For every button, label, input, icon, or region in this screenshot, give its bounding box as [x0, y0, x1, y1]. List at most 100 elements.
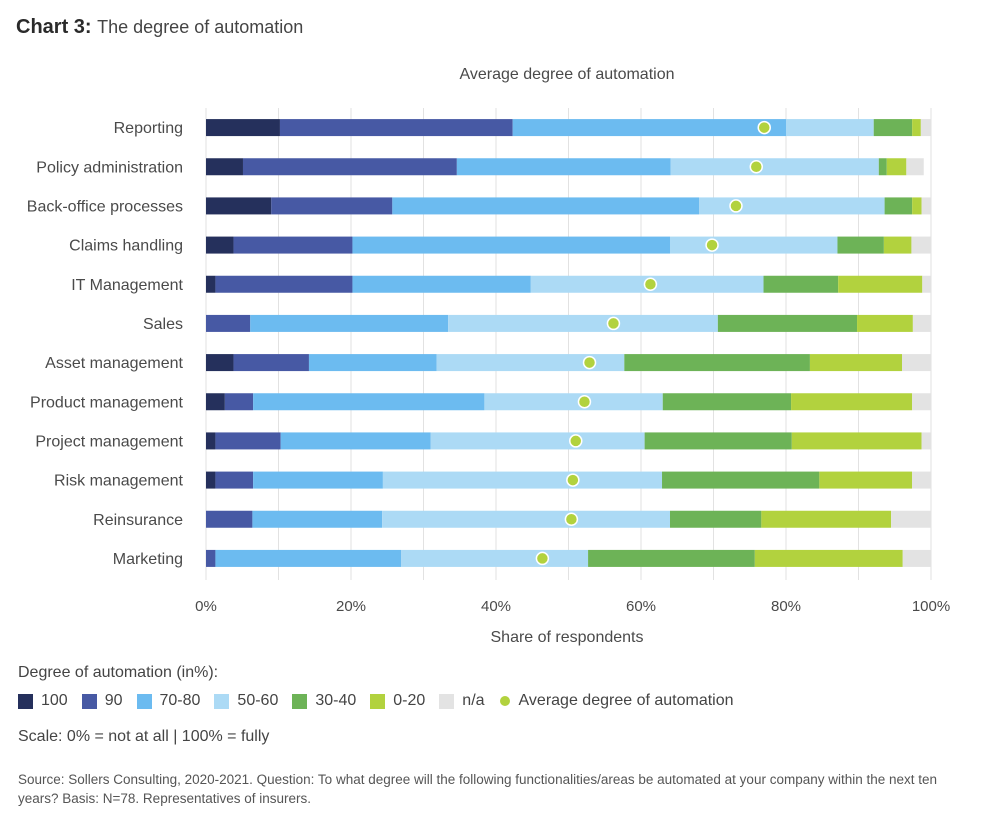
- bar-segment: [837, 236, 884, 254]
- category-label: Asset management: [45, 355, 183, 372]
- legend-label: 0-20: [393, 692, 426, 709]
- bar-segment: [392, 197, 699, 215]
- category-label: Project management: [35, 433, 183, 450]
- source-note: Source: Sollers Consulting, 2020-2021. Q…: [18, 772, 938, 806]
- bar-segment: [857, 314, 913, 332]
- bar-segment: [206, 354, 234, 372]
- average-marker: [729, 199, 743, 213]
- legend-swatch: [81, 693, 97, 709]
- average-marker: [749, 160, 764, 174]
- bar-segment: [884, 197, 913, 215]
- bar-segment: [512, 119, 786, 137]
- bar-segment: [670, 510, 762, 528]
- legend-item: n/a: [439, 692, 485, 710]
- bar-segment: [921, 432, 931, 450]
- legend-swatch: [136, 693, 152, 709]
- legend-item: 50-60: [214, 692, 278, 710]
- bar-segment: [902, 354, 931, 372]
- bar-segment: [912, 197, 922, 215]
- stacked-bar-chart: Average degree of automation Reporting Po…: [27, 66, 950, 646]
- bar-segment: [215, 549, 402, 567]
- bar-segment: [883, 236, 912, 254]
- category-label: Sales: [143, 316, 183, 333]
- legend-title: Degree of automation (in%):: [18, 664, 219, 681]
- bar-segment: [809, 354, 902, 372]
- bar-segment: [279, 119, 513, 137]
- legend-label: 90: [104, 692, 123, 709]
- bar-segment: [912, 393, 931, 411]
- bar-segment: [271, 197, 393, 215]
- bar-segment: [644, 432, 792, 450]
- bar-segment: [206, 158, 243, 176]
- legend-item: 0-20: [370, 692, 425, 710]
- bar-segment: [308, 354, 437, 372]
- average-marker: [705, 238, 719, 252]
- legend-label: 30-40: [315, 692, 357, 709]
- bar-segment: [448, 314, 718, 332]
- bar-segment: [206, 432, 216, 450]
- bar-segment: [401, 549, 589, 567]
- bar-segment: [206, 314, 251, 332]
- bar-segment: [233, 236, 353, 254]
- average-marker: [643, 277, 658, 291]
- legend-item: 30-40: [292, 692, 356, 710]
- category-label: Claims handling: [69, 238, 183, 255]
- average-marker: [569, 434, 583, 448]
- legend-label: Average degree of automation: [518, 692, 734, 709]
- bar-segment: [430, 432, 645, 450]
- bar-segment: [624, 354, 810, 372]
- x-tick-label: 100%: [912, 598, 950, 615]
- scale-note: Scale: 0% = not at all | 100% = fully: [18, 728, 270, 745]
- bar-segment: [886, 158, 907, 176]
- legend-item-average: Average degree of automation: [498, 692, 734, 710]
- bar-segment: [670, 236, 838, 254]
- bar-segment: [763, 275, 839, 293]
- bar-segment: [456, 158, 671, 176]
- x-tick-labels: 0% 20% 40% 60% 80% 100%: [195, 598, 950, 615]
- bar-segment: [253, 471, 383, 489]
- legend-item: 90: [81, 692, 123, 710]
- legend-swatch: [370, 693, 386, 709]
- bar-segment: [252, 510, 383, 528]
- bar-segment: [206, 119, 280, 137]
- bar-segment: [717, 314, 858, 332]
- bar-segment: [912, 314, 931, 332]
- chart-number: Chart 3:: [16, 16, 92, 38]
- bar-segment: [206, 236, 234, 254]
- bar-segment: [819, 471, 913, 489]
- bar-segment: [436, 354, 625, 372]
- legend-label: 50-60: [237, 692, 279, 709]
- gridlines: [205, 108, 932, 580]
- legend-swatch: [214, 693, 230, 709]
- bar-segment: [912, 471, 931, 489]
- category-label: Marketing: [113, 551, 183, 568]
- legend-label: 70-80: [159, 692, 201, 709]
- bar-segment: [922, 275, 931, 293]
- x-tick-label: 0%: [195, 598, 217, 615]
- legend-item: 70-80: [136, 692, 201, 710]
- legend: 100 90 70-80 50-60 30-40 0-20 n/a Average degre…: [18, 692, 748, 710]
- bar-segment: [206, 510, 253, 528]
- bar-segment: [921, 197, 931, 215]
- bar-segment: [906, 158, 924, 176]
- bar-segment: [588, 549, 755, 567]
- legend-label: n/a: [462, 692, 485, 709]
- bar-segment: [253, 393, 485, 411]
- bar-segment: [920, 119, 931, 137]
- x-tick-label: 80%: [771, 598, 801, 615]
- bar-segment: [662, 471, 820, 489]
- x-tick-label: 20%: [336, 598, 366, 615]
- legend-label: 100: [41, 692, 68, 709]
- x-axis-title: Share of respondents: [491, 629, 644, 646]
- bar-segment: [754, 549, 903, 567]
- bar-segment: [873, 119, 913, 137]
- bar-segment: [382, 471, 663, 489]
- bar-segment: [242, 158, 457, 176]
- bar-segment: [791, 393, 913, 411]
- category-label: Policy administration: [36, 159, 183, 176]
- bar-segment: [206, 549, 216, 567]
- bar-segment: [891, 510, 931, 528]
- bar-segment: [912, 119, 921, 137]
- bar-segment: [250, 314, 449, 332]
- bar-segment: [215, 275, 353, 293]
